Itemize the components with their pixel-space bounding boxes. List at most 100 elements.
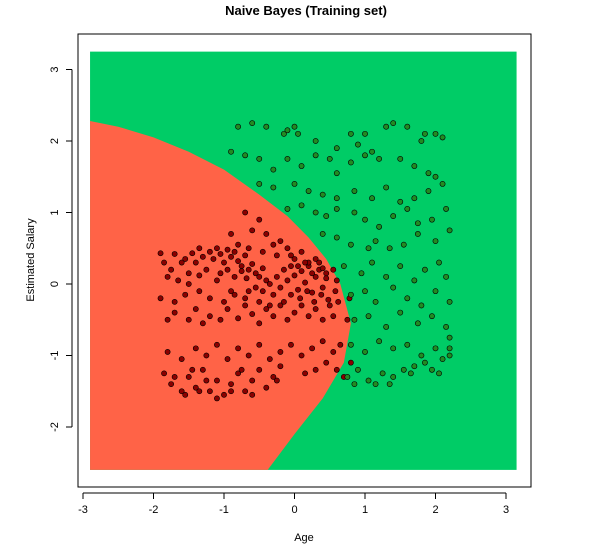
data-point-class-1 xyxy=(383,273,390,280)
data-point-class-1 xyxy=(365,377,372,384)
data-point-class-0 xyxy=(206,295,213,302)
data-point-class-1 xyxy=(362,216,368,223)
data-point-class-1 xyxy=(333,195,340,202)
data-point-class-0 xyxy=(238,366,245,373)
data-point-class-0 xyxy=(242,209,249,216)
x-tick-label: 2 xyxy=(432,504,438,516)
data-point-class-1 xyxy=(418,352,425,359)
data-point-class-0 xyxy=(221,391,227,398)
data-point-class-0 xyxy=(270,291,277,298)
data-point-class-0 xyxy=(263,306,270,312)
data-point-class-0 xyxy=(221,259,227,266)
y-tick-label: -2 xyxy=(49,422,61,432)
data-point-class-0 xyxy=(235,258,241,265)
data-point-class-0 xyxy=(266,356,273,362)
data-point-class-1 xyxy=(333,206,340,212)
data-point-class-1 xyxy=(386,245,393,252)
data-point-class-0 xyxy=(231,291,238,298)
data-point-class-1 xyxy=(281,130,287,137)
data-point-class-0 xyxy=(277,284,284,291)
data-point-class-0 xyxy=(312,366,319,373)
data-point-class-0 xyxy=(168,266,175,273)
data-point-class-0 xyxy=(259,248,266,255)
data-point-class-0 xyxy=(291,272,298,279)
data-point-class-1 xyxy=(228,148,234,155)
data-point-class-0 xyxy=(311,298,318,305)
data-point-class-0 xyxy=(196,388,203,395)
data-point-class-0 xyxy=(309,289,316,296)
y-tick-label: 2 xyxy=(49,138,61,144)
data-point-class-0 xyxy=(164,316,171,323)
data-point-class-1 xyxy=(411,163,418,169)
data-point-class-0 xyxy=(319,316,326,323)
data-point-class-0 xyxy=(259,288,266,295)
y-tick-label: -1 xyxy=(49,351,61,361)
data-point-class-1 xyxy=(432,288,439,295)
data-point-class-0 xyxy=(206,388,213,395)
data-point-class-0 xyxy=(305,313,312,320)
data-point-class-1 xyxy=(429,313,435,320)
data-point-class-1 xyxy=(390,345,397,352)
data-point-class-0 xyxy=(243,275,250,282)
data-point-class-0 xyxy=(224,246,231,253)
data-point-class-0 xyxy=(161,370,167,377)
data-point-class-0 xyxy=(168,381,175,387)
data-point-class-0 xyxy=(298,248,305,255)
data-point-class-0 xyxy=(277,302,284,309)
data-point-class-0 xyxy=(319,265,326,272)
data-point-class-0 xyxy=(284,245,291,252)
data-point-class-1 xyxy=(284,206,291,212)
data-point-class-1 xyxy=(305,188,312,194)
data-point-class-0 xyxy=(178,388,185,395)
data-point-class-0 xyxy=(182,291,189,298)
data-point-class-1 xyxy=(429,366,435,373)
data-point-class-1 xyxy=(351,209,358,216)
data-point-class-0 xyxy=(199,366,206,373)
data-point-class-0 xyxy=(249,377,256,384)
data-point-class-1 xyxy=(333,170,340,177)
data-point-class-0 xyxy=(157,250,164,257)
data-point-class-0 xyxy=(231,248,238,255)
data-point-class-0 xyxy=(347,359,354,366)
data-point-class-0 xyxy=(335,298,342,305)
data-point-class-0 xyxy=(298,268,305,275)
data-point-class-0 xyxy=(344,316,351,323)
data-point-class-1 xyxy=(443,323,449,330)
data-point-class-0 xyxy=(312,273,319,280)
region-class-0 xyxy=(90,120,351,470)
data-point-class-0 xyxy=(256,298,263,305)
data-point-class-0 xyxy=(323,359,330,366)
data-point-class-1 xyxy=(312,152,319,159)
data-point-class-1 xyxy=(319,191,326,198)
plot-frame xyxy=(77,33,532,488)
data-point-class-1 xyxy=(333,145,340,152)
data-point-class-1 xyxy=(383,323,390,330)
data-point-class-1 xyxy=(284,155,291,162)
data-point-class-0 xyxy=(309,270,316,277)
data-point-class-1 xyxy=(429,216,435,223)
data-point-class-0 xyxy=(214,341,220,348)
data-point-class-0 xyxy=(263,231,270,237)
data-point-class-0 xyxy=(228,231,234,237)
data-point-class-0 xyxy=(277,363,284,370)
data-point-class-1 xyxy=(390,213,397,219)
data-point-class-0 xyxy=(245,352,252,359)
data-point-class-0 xyxy=(235,370,241,377)
data-point-class-1 xyxy=(404,341,411,348)
data-point-class-1 xyxy=(340,263,347,270)
data-point-class-1 xyxy=(446,334,453,341)
data-point-class-1 xyxy=(291,123,298,130)
data-point-class-1 xyxy=(425,188,432,194)
data-point-class-1 xyxy=(270,184,277,191)
x-tick-label: 3 xyxy=(503,504,509,516)
x-axis-label: Age xyxy=(294,532,314,544)
data-point-class-1 xyxy=(390,374,397,380)
data-point-class-0 xyxy=(210,256,217,262)
data-point-class-0 xyxy=(203,377,210,384)
data-point-class-0 xyxy=(196,288,203,295)
data-point-class-1 xyxy=(347,159,354,166)
data-point-class-0 xyxy=(178,356,185,362)
data-point-class-0 xyxy=(249,261,256,267)
data-point-class-0 xyxy=(309,345,316,352)
